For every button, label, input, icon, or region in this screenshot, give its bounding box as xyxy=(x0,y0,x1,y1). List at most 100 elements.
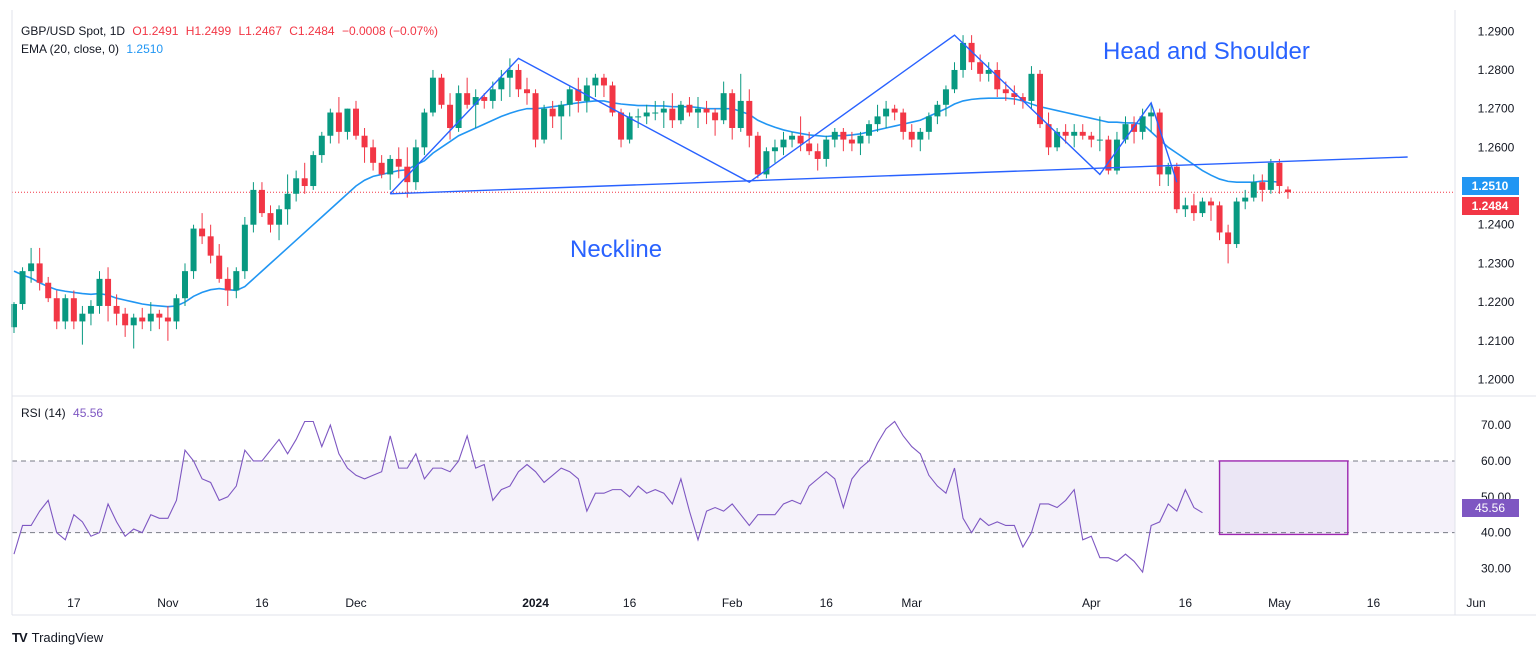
candle-body xyxy=(951,69,958,90)
candle-body xyxy=(378,162,385,175)
candle-body xyxy=(1071,131,1078,136)
change-value: −0.0008 (−0.07%) xyxy=(341,24,439,38)
pattern-title: Head and Shoulder xyxy=(1103,38,1310,65)
candle-body xyxy=(652,112,659,114)
candle-body xyxy=(62,298,69,322)
x-tick-label: 17 xyxy=(67,596,81,610)
candle-body xyxy=(720,93,727,121)
candle-body xyxy=(874,116,881,125)
candle-body xyxy=(310,155,317,187)
candle-body xyxy=(1182,205,1189,210)
tradingview-logo-icon: TV xyxy=(12,630,28,645)
x-tick-label: May xyxy=(1268,596,1291,610)
candle-body xyxy=(472,97,479,105)
candle-body xyxy=(1045,124,1052,148)
candle-body xyxy=(11,304,17,328)
high-value: H1.2499 xyxy=(185,24,232,38)
neckline-line xyxy=(390,156,1408,195)
candle-body xyxy=(660,108,667,113)
x-tick-label: 16 xyxy=(623,596,637,610)
x-tick-label: Jun xyxy=(1466,596,1485,610)
tradingview-brand[interactable]: TV TradingView xyxy=(12,630,103,645)
candle-body xyxy=(669,108,676,121)
candle-body xyxy=(421,112,428,148)
x-tick-label: 16 xyxy=(820,596,834,610)
candle-body xyxy=(900,112,907,132)
candle-body xyxy=(626,116,633,140)
candle-body xyxy=(293,178,300,194)
symbol-label[interactable]: GBP/USD Spot, 1D xyxy=(21,24,126,38)
candle-body xyxy=(276,209,283,225)
candle-body xyxy=(1233,201,1240,245)
candle-body xyxy=(327,112,334,136)
candle-body xyxy=(28,263,35,272)
rsi-label[interactable]: RSI (14) xyxy=(21,406,66,420)
candle-body xyxy=(464,93,471,105)
candle-body xyxy=(1165,166,1172,175)
candle-body xyxy=(1259,182,1266,190)
rsi-highlight-box xyxy=(1218,460,1349,536)
rsi-badge: 45.56 xyxy=(1462,499,1519,517)
candle-body xyxy=(524,89,530,94)
candle-body xyxy=(1148,112,1155,117)
candle-body xyxy=(113,305,120,314)
candle-body xyxy=(318,135,325,156)
brand-name: TradingView xyxy=(31,630,104,645)
ema-header: EMA (20, close, 0) 1.2510 xyxy=(21,42,167,56)
candle-body xyxy=(797,135,804,144)
candle-body xyxy=(600,77,607,86)
ema-badge: 1.2510 xyxy=(1462,177,1519,195)
candle-body xyxy=(1028,73,1035,101)
candle-body xyxy=(79,313,86,322)
price-tick-label: 1.2800 xyxy=(1478,63,1515,77)
candle-body xyxy=(241,224,248,272)
candle-body xyxy=(1019,97,1026,101)
candle-body xyxy=(156,313,163,318)
candle-body xyxy=(489,89,496,101)
candle-body xyxy=(541,108,548,140)
candle-body xyxy=(712,112,719,121)
candle-body xyxy=(412,147,419,183)
candle-body xyxy=(635,116,642,118)
candle-body xyxy=(575,89,582,101)
low-value: L1.2467 xyxy=(238,24,282,38)
candle-body xyxy=(763,151,770,175)
ema-label[interactable]: EMA (20, close, 0) xyxy=(21,42,120,56)
candle-body xyxy=(105,278,112,306)
candle-body xyxy=(1190,205,1197,214)
candle-body xyxy=(823,139,830,159)
candle-body xyxy=(1062,131,1069,136)
candle-body xyxy=(1208,201,1214,206)
candle-body xyxy=(729,93,736,128)
candle-body xyxy=(1225,232,1232,245)
candle-body xyxy=(1054,131,1061,148)
candle-body xyxy=(960,42,967,70)
candle-body xyxy=(182,271,188,299)
candle-body xyxy=(53,298,60,322)
zigzag-line xyxy=(389,34,1178,195)
candle-body xyxy=(1122,124,1129,140)
x-tick-label: 16 xyxy=(255,596,269,610)
candle-body xyxy=(883,108,890,117)
candle-body xyxy=(139,317,146,322)
candle-body xyxy=(515,69,522,90)
candle-body xyxy=(840,131,847,140)
candle-body xyxy=(455,93,462,128)
rsi-tick-label: 60.00 xyxy=(1481,454,1511,468)
candle-body xyxy=(250,189,257,225)
neckline-label: Neckline xyxy=(570,236,662,263)
candle-body xyxy=(977,62,984,74)
candle-body xyxy=(695,108,701,113)
x-tick-label: Nov xyxy=(157,596,178,610)
candle-body xyxy=(199,228,206,237)
candle-body xyxy=(224,278,231,291)
candle-body xyxy=(267,213,274,225)
candle-body xyxy=(190,228,197,272)
candle-body xyxy=(395,158,402,167)
candle-body xyxy=(1267,162,1274,190)
candle-body xyxy=(866,124,872,136)
rsi-band-fill xyxy=(12,460,1455,533)
rsi-polyline xyxy=(13,420,1203,574)
x-tick-label: 16 xyxy=(1179,596,1193,610)
